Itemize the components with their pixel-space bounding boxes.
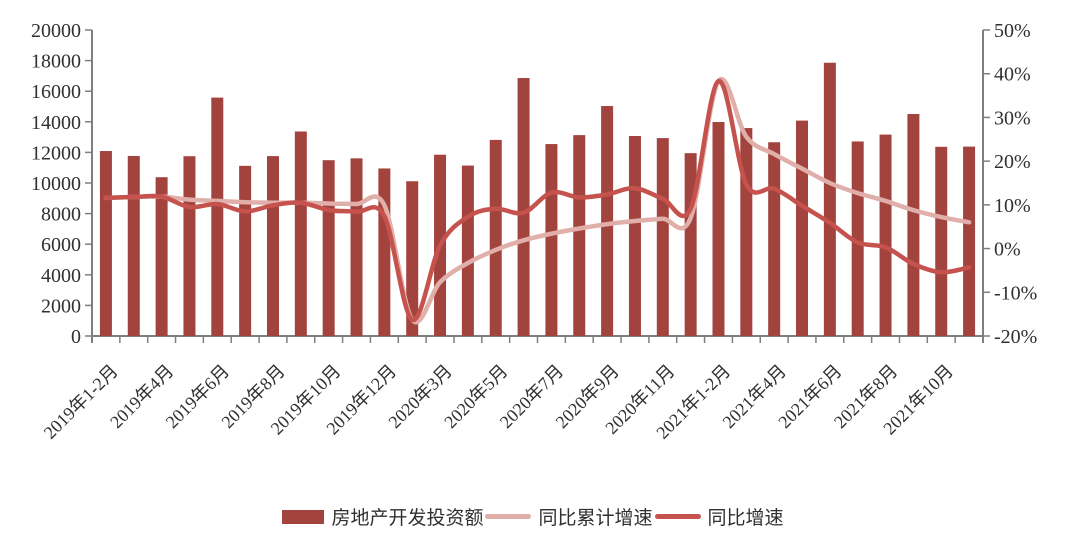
right-axis-tick-label: 30% xyxy=(994,107,1031,129)
investment-bar xyxy=(183,156,196,336)
investment-bar xyxy=(545,144,558,336)
cumulative-growth-line xyxy=(103,76,972,325)
investment-bar xyxy=(796,120,809,336)
right-axis-tick-label: -10% xyxy=(994,282,1037,304)
investment-bar xyxy=(823,62,836,337)
investment-bar xyxy=(127,155,140,336)
investment-bar xyxy=(768,142,781,336)
investment-bar-swatch xyxy=(282,509,325,524)
investment-bar xyxy=(239,165,252,336)
left-axis-tick-label: 8000 xyxy=(41,204,81,226)
investment-bar xyxy=(406,181,419,336)
investment-bar xyxy=(461,165,474,336)
legend-item-investment: 房地产开发投资额 xyxy=(282,503,483,530)
left-axis-tick-label: 12000 xyxy=(31,142,81,164)
left-axis-tick-label: 0 xyxy=(71,326,81,348)
legend-item-cumulative-growth: 同比累计增速 xyxy=(485,503,653,530)
left-axis-tick-label: 14000 xyxy=(31,112,81,134)
investment-bar xyxy=(684,153,697,336)
yoy-growth-line-swatch xyxy=(654,514,701,519)
right-axis-tick-label: 50% xyxy=(994,20,1031,42)
investment-bar xyxy=(656,138,669,336)
left-axis-tick-label: 4000 xyxy=(41,265,81,287)
chart-legend: 房地产开发投资额 同比累计增速 同比增速 xyxy=(0,503,1066,530)
investment-bar xyxy=(907,114,920,336)
investment-bar xyxy=(963,146,976,336)
investment-bar xyxy=(322,160,335,336)
left-axis-tick-label: 16000 xyxy=(31,81,81,103)
investment-bar xyxy=(350,158,363,336)
left-axis-tick-label: 10000 xyxy=(31,173,81,195)
investment-bar xyxy=(266,156,279,336)
investment-bar xyxy=(294,131,307,336)
cumulative-growth-line-swatch xyxy=(485,514,532,519)
legend-label-cumulative-growth: 同比累计增速 xyxy=(538,508,653,529)
legend-label-yoy-growth: 同比增速 xyxy=(707,508,784,529)
investment-bar xyxy=(935,146,948,336)
legend-item-yoy-growth: 同比增速 xyxy=(654,503,784,530)
investment-bar xyxy=(601,106,614,336)
left-axis-tick-label: 6000 xyxy=(41,234,81,256)
investment-bar xyxy=(628,135,641,336)
investment-bar xyxy=(740,128,753,336)
right-axis-tick-label: 40% xyxy=(994,64,1031,86)
yoy-growth-line xyxy=(103,78,972,323)
investment-bar xyxy=(489,139,502,336)
investment-bar xyxy=(573,135,586,336)
left-axis-tick-label: 2000 xyxy=(41,295,81,317)
right-axis-tick-label: -20% xyxy=(994,326,1037,348)
right-axis-tick-label: 20% xyxy=(994,151,1031,173)
right-axis-tick-label: 0% xyxy=(994,239,1021,261)
investment-bar xyxy=(99,151,112,336)
investment-bar xyxy=(712,122,725,337)
legend-label-investment: 房地产开发投资额 xyxy=(331,508,484,529)
left-axis-tick-label: 20000 xyxy=(31,20,81,42)
left-axis-tick-label: 18000 xyxy=(31,51,81,73)
investment-bar xyxy=(517,78,530,337)
investment-bar xyxy=(879,134,892,336)
investment-bar xyxy=(211,97,224,336)
investment-bar xyxy=(155,177,168,336)
investment-growth-chart: 0 2000 4000 6000 8000 10000 12000 14000 16000 180… xyxy=(31,20,1037,443)
investment-bar xyxy=(378,168,391,336)
right-axis-tick-label: 10% xyxy=(994,195,1031,217)
x-axis-label: 2019年1-2月 xyxy=(40,361,122,443)
